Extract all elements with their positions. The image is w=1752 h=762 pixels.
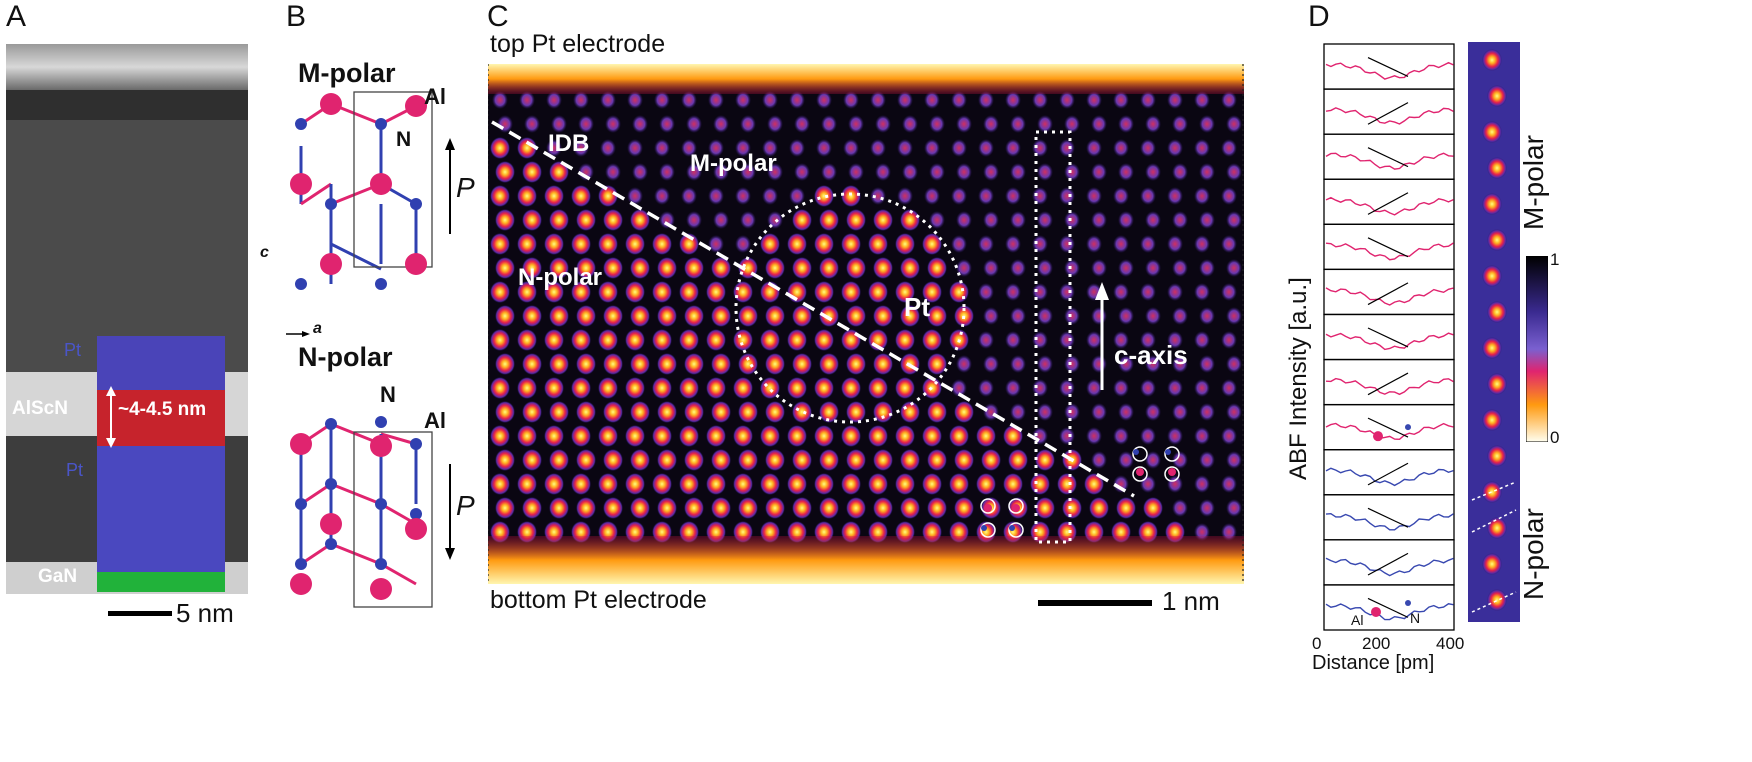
panel-label-b: B [286, 0, 307, 33]
top-electrode-label: top Pt electrode [490, 30, 666, 58]
thickness-label: ~4-4.5 nm [118, 399, 207, 420]
d-xlabel: Distance [pm] [1312, 652, 1435, 674]
n-polar-region-label: N-polar [518, 264, 602, 291]
intensity-profiles [1323, 43, 1455, 631]
m-polar-atoms [290, 93, 427, 290]
d-al-label: Al [1351, 612, 1364, 628]
colorbar [1526, 256, 1548, 442]
xtick-200: 200 [1362, 634, 1391, 653]
d-ylabel: ABF Intensity [a.u.] [1285, 277, 1312, 480]
layer-pt-bottom: Pt [66, 460, 84, 480]
panel-label-a: A [6, 0, 27, 33]
strip-n-polar-label: N-polar [1518, 508, 1549, 600]
abf-column-strip [1468, 42, 1520, 622]
d-n-label: N [1410, 610, 1421, 626]
layer-gan: GaN [38, 566, 78, 587]
c-axis-label: c-axis [1114, 340, 1188, 370]
n-polar-title: N-polar [298, 342, 393, 372]
panel-a-tem-image [6, 44, 248, 594]
xtick-0: 0 [1312, 634, 1322, 653]
colorbar-max: 1 [1550, 250, 1560, 269]
panel-label-c: C [487, 0, 509, 33]
crystal-structure-diagrams [286, 91, 455, 608]
panel-label-d: D [1308, 0, 1330, 33]
axis-c-label: c [260, 244, 269, 261]
pt-bottom-map [97, 446, 225, 572]
axis-a-label: a [313, 320, 322, 337]
layer-alscn: AlScN [12, 398, 68, 419]
idb-label: IDB [548, 130, 590, 157]
alscn-map [97, 390, 225, 446]
xtick-400: 400 [1436, 634, 1465, 653]
abf-stem-image [488, 64, 1244, 584]
m-polar-region-label: M-polar [690, 150, 777, 177]
scale-bar-a-label: 5 nm [176, 598, 234, 628]
bottom-electrode-label: bottom Pt electrode [490, 586, 707, 614]
pt-top-map [97, 336, 225, 392]
atom-n-label-m: N [396, 128, 412, 151]
atom-al-label-m: Al [424, 84, 446, 109]
scale-bar-c-label: 1 nm [1162, 586, 1220, 616]
atom-n-label-n: N [380, 382, 396, 407]
strip-m-polar-label: M-polar [1518, 135, 1549, 230]
polarization-up-label: P [456, 172, 475, 203]
scale-bar-c [1038, 600, 1152, 606]
scale-bar-a [108, 611, 172, 616]
m-polar-title: M-polar [298, 58, 396, 88]
atom-al-label-n: Al [424, 408, 446, 433]
colorbar-min: 0 [1550, 428, 1560, 447]
gan-map [97, 572, 225, 592]
pt-region-label: Pt [904, 292, 930, 322]
layer-pt-top: Pt [64, 340, 82, 360]
polarization-down-label: P [456, 490, 475, 521]
